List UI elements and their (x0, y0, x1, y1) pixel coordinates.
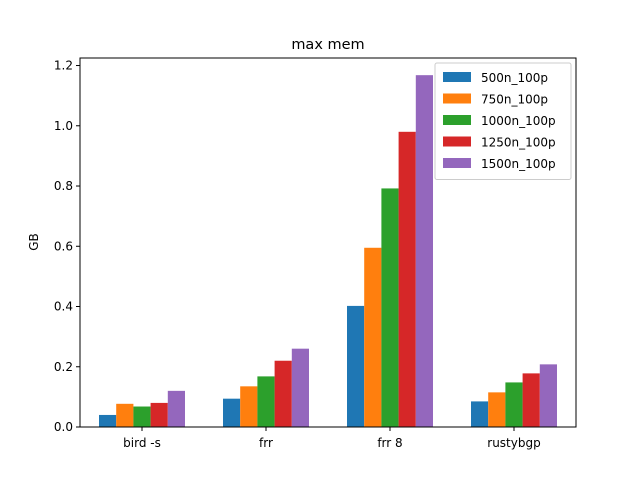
bar-1500n_100p-rustybgp (539, 364, 557, 427)
legend-label-500n_100p: 500n_100p (481, 71, 548, 85)
legend-label-1000n_100p: 1000n_100p (481, 114, 556, 128)
y-tick-label: 0.0 (54, 420, 73, 434)
legend: 500n_100p 750n_100p 1000n_100p 1250n_100p 15… (434, 62, 572, 180)
legend-label-750n_100p: 750n_100p (481, 93, 548, 107)
x-tick-label: frr (259, 436, 273, 450)
bar-750n_100p-frr-8 (364, 247, 382, 427)
bar-1250n_100p-rustybgp (522, 373, 540, 427)
legend-label-1250n_100p: 1250n_100p (481, 136, 556, 150)
y-tick-label: 0.4 (54, 300, 73, 314)
axes-frame (79, 57, 577, 428)
bar-500n_100p-rustybgp (471, 401, 489, 427)
bar-1500n_100p-frr (291, 348, 309, 427)
y-tick-label: 1.0 (54, 119, 73, 133)
bar-1250n_100p-bird--s (150, 402, 168, 427)
x-tick-label: frr 8 (377, 436, 402, 450)
legend-swatch-1500n_100p (443, 158, 471, 168)
bar-1000n_100p-frr-8 (381, 188, 399, 427)
bar-1500n_100p-bird--s (167, 390, 185, 427)
bar-1000n_100p-rustybgp (505, 382, 523, 427)
bar-1000n_100p-bird--s (133, 406, 151, 427)
y-tick-label: 1.2 (54, 59, 73, 73)
bar-750n_100p-rustybgp (488, 392, 506, 427)
x-tick-label: rustybgp (487, 436, 540, 450)
y-tick-label: 0.6 (54, 239, 73, 253)
bar-1500n_100p-frr-8 (415, 75, 433, 428)
bar-1250n_100p-frr-8 (398, 131, 416, 428)
legend-swatch-1000n_100p (443, 115, 471, 125)
legend-swatch-500n_100p (443, 72, 471, 82)
legend-swatch-1250n_100p (443, 136, 471, 147)
x-tick-label: bird -s (123, 436, 161, 450)
legend-frame (434, 62, 572, 180)
bar-750n_100p-bird--s (116, 403, 134, 427)
chart-title: max mem (291, 37, 364, 53)
bar-500n_100p-bird--s (99, 414, 117, 427)
y-tick-label: 0.2 (54, 360, 73, 374)
bar-500n_100p-frr (223, 398, 241, 427)
bar-500n_100p-frr-8 (347, 305, 365, 427)
bar-1250n_100p-frr (274, 360, 292, 427)
bar-1000n_100p-frr (257, 376, 275, 427)
y-axis-label: GB (27, 233, 41, 251)
axes-group: 0.0 0.2 0.4 0.6 0.8 1.0 1.2 bird -s frr frr 8 rust… (54, 57, 577, 450)
y-tick-label: 0.8 (54, 179, 73, 193)
legend-label-1500n_100p: 1500n_100p (481, 157, 556, 171)
bars-group (99, 75, 557, 428)
bar-750n_100p-frr (240, 386, 258, 427)
legend-swatch-750n_100p (443, 93, 471, 104)
